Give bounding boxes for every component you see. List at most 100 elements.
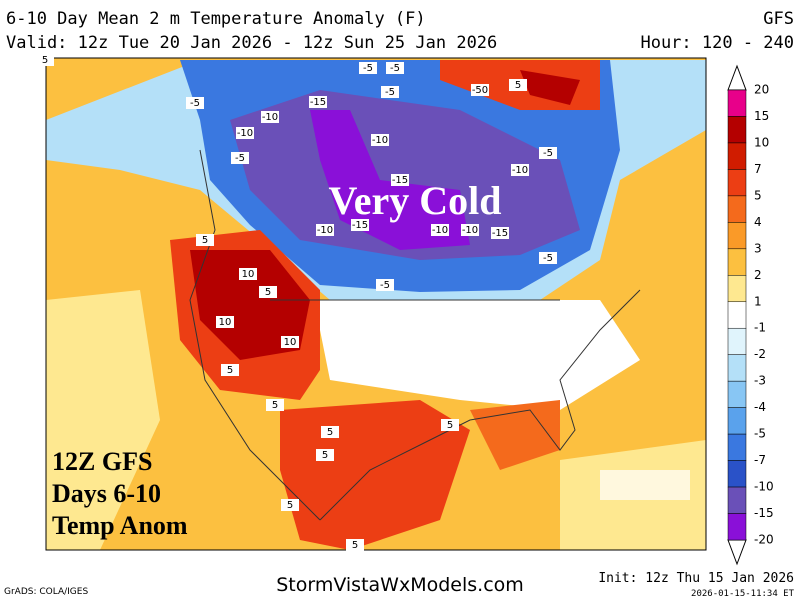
- valid: Valid: 12z Tue 20 Jan 2026 - 12z Sun 25 …: [6, 33, 497, 53]
- color-level: 15: [754, 109, 769, 123]
- contour-label-bg: [509, 79, 527, 91]
- contour-label-bg: [216, 316, 234, 328]
- contour-label-bg: [186, 97, 204, 109]
- color-level: 2: [754, 268, 762, 282]
- color-swatch: [727, 169, 747, 197]
- contour-label-bg: [471, 84, 489, 96]
- contour-label-bg: [259, 286, 277, 298]
- contour-label: 10: [284, 337, 297, 348]
- caption-line: Days 6-10: [52, 479, 161, 508]
- contour-label-bg: [266, 399, 284, 411]
- contour-label: 5: [322, 450, 328, 461]
- color-bar-cap: [727, 539, 747, 566]
- contour-label-bg: [346, 539, 364, 551]
- contour-label-bg: [281, 336, 299, 348]
- color-level: -2: [754, 347, 766, 361]
- map: [46, 58, 706, 550]
- color-level: -20: [754, 533, 774, 547]
- contour-label: -15: [392, 175, 408, 186]
- color-level: -10: [754, 480, 774, 494]
- contour-label: -10: [237, 128, 253, 139]
- color-level: 4: [754, 215, 762, 229]
- contour-label: -50: [472, 85, 488, 96]
- contour-label-bg: [316, 224, 334, 236]
- contour-label: -5: [363, 63, 373, 74]
- color-swatch: [727, 327, 747, 355]
- color-bar: 20 15 10 7 5 4 3 2 1 -1 -2 -3 -4 -5 -7 -10 -15 -20: [727, 64, 774, 566]
- color-level: 7: [754, 162, 762, 176]
- color-level: -1: [754, 321, 766, 335]
- color-level: 10: [754, 135, 769, 149]
- contour-label-bg: [236, 127, 254, 139]
- contour-label-bg: [386, 62, 404, 74]
- contour-label: -5: [235, 153, 245, 164]
- contour-label-bg: [281, 499, 299, 511]
- contour-label: -10: [462, 225, 478, 236]
- contour-label: 5: [327, 427, 333, 438]
- contour-label: -5: [543, 148, 553, 159]
- contour-label-bg: [539, 252, 557, 264]
- color-swatch: [727, 248, 747, 276]
- contour-label-bg: [376, 279, 394, 291]
- stamp: 2026-01-15-11:34 ET: [691, 589, 795, 599]
- contour-label: -15: [310, 97, 326, 108]
- contour-label-bg: [539, 147, 557, 159]
- contour-label: -10: [372, 135, 388, 146]
- contour-label: 5: [447, 420, 453, 431]
- contour-label: -5: [380, 280, 390, 291]
- contour-label-bg: [239, 268, 257, 280]
- color-swatch: [727, 222, 747, 250]
- hours: Hour: 120 - 240: [640, 33, 794, 53]
- color-swatch: [727, 275, 747, 303]
- color-swatch: [727, 407, 747, 435]
- contour-label: 10: [242, 269, 255, 280]
- color-swatch: [727, 89, 747, 117]
- caption-line: 12Z GFS: [52, 447, 152, 476]
- credit: GrADS: COLA/IGES: [4, 587, 88, 597]
- contour-label: 5: [227, 365, 233, 376]
- contour-label-bg: [309, 96, 327, 108]
- contour-label: 10: [219, 317, 232, 328]
- contour-label: 5: [352, 540, 358, 551]
- color-swatch: [727, 301, 747, 329]
- contour-label-bg: [441, 419, 459, 431]
- contour-label: 5: [515, 80, 521, 91]
- contour-label-bg: [36, 54, 54, 66]
- color-swatch: [727, 380, 747, 408]
- contour-label: -15: [492, 228, 508, 239]
- contour-label-bg: [359, 62, 377, 74]
- annotation: Very Cold: [329, 178, 502, 223]
- contour-label-bg: [316, 449, 334, 461]
- contour-label-bg: [196, 234, 214, 246]
- contour-label: 5: [265, 287, 271, 298]
- contour-label: -10: [262, 112, 278, 123]
- caption-line: Temp Anom: [52, 511, 188, 540]
- contour-label: -10: [317, 225, 333, 236]
- color-swatch: [727, 433, 747, 461]
- color-level: 20: [754, 83, 769, 97]
- contour-label-bg: [391, 174, 409, 186]
- color-level: -7: [754, 453, 766, 467]
- color-bar-cap: [727, 64, 747, 91]
- init: Init: 12z Thu 15 Jan 2026: [598, 571, 794, 586]
- color-level: 3: [754, 241, 762, 255]
- site: StormVistaWxModels.com: [276, 574, 524, 596]
- contour-label-bg: [371, 134, 389, 146]
- contour-label-bg: [221, 364, 239, 376]
- contour-label: -5: [390, 63, 400, 74]
- contour-label: 5: [202, 235, 208, 246]
- contour-label-bg: [261, 111, 279, 123]
- contour-label: -5: [543, 253, 553, 264]
- contour-label-bg: [231, 152, 249, 164]
- contour-label-bg: [351, 219, 369, 231]
- contour-label: -5: [190, 98, 200, 109]
- color-level: -4: [754, 400, 766, 414]
- contour-label: -15: [352, 220, 368, 231]
- contour-label: 5: [42, 55, 48, 66]
- contour-label-bg: [491, 227, 509, 239]
- color-swatch: [727, 513, 747, 541]
- color-level: -3: [754, 374, 766, 388]
- title: 6-10 Day Mean 2 m Temperature Anomaly (F…: [6, 9, 426, 29]
- color-level: 1: [754, 294, 762, 308]
